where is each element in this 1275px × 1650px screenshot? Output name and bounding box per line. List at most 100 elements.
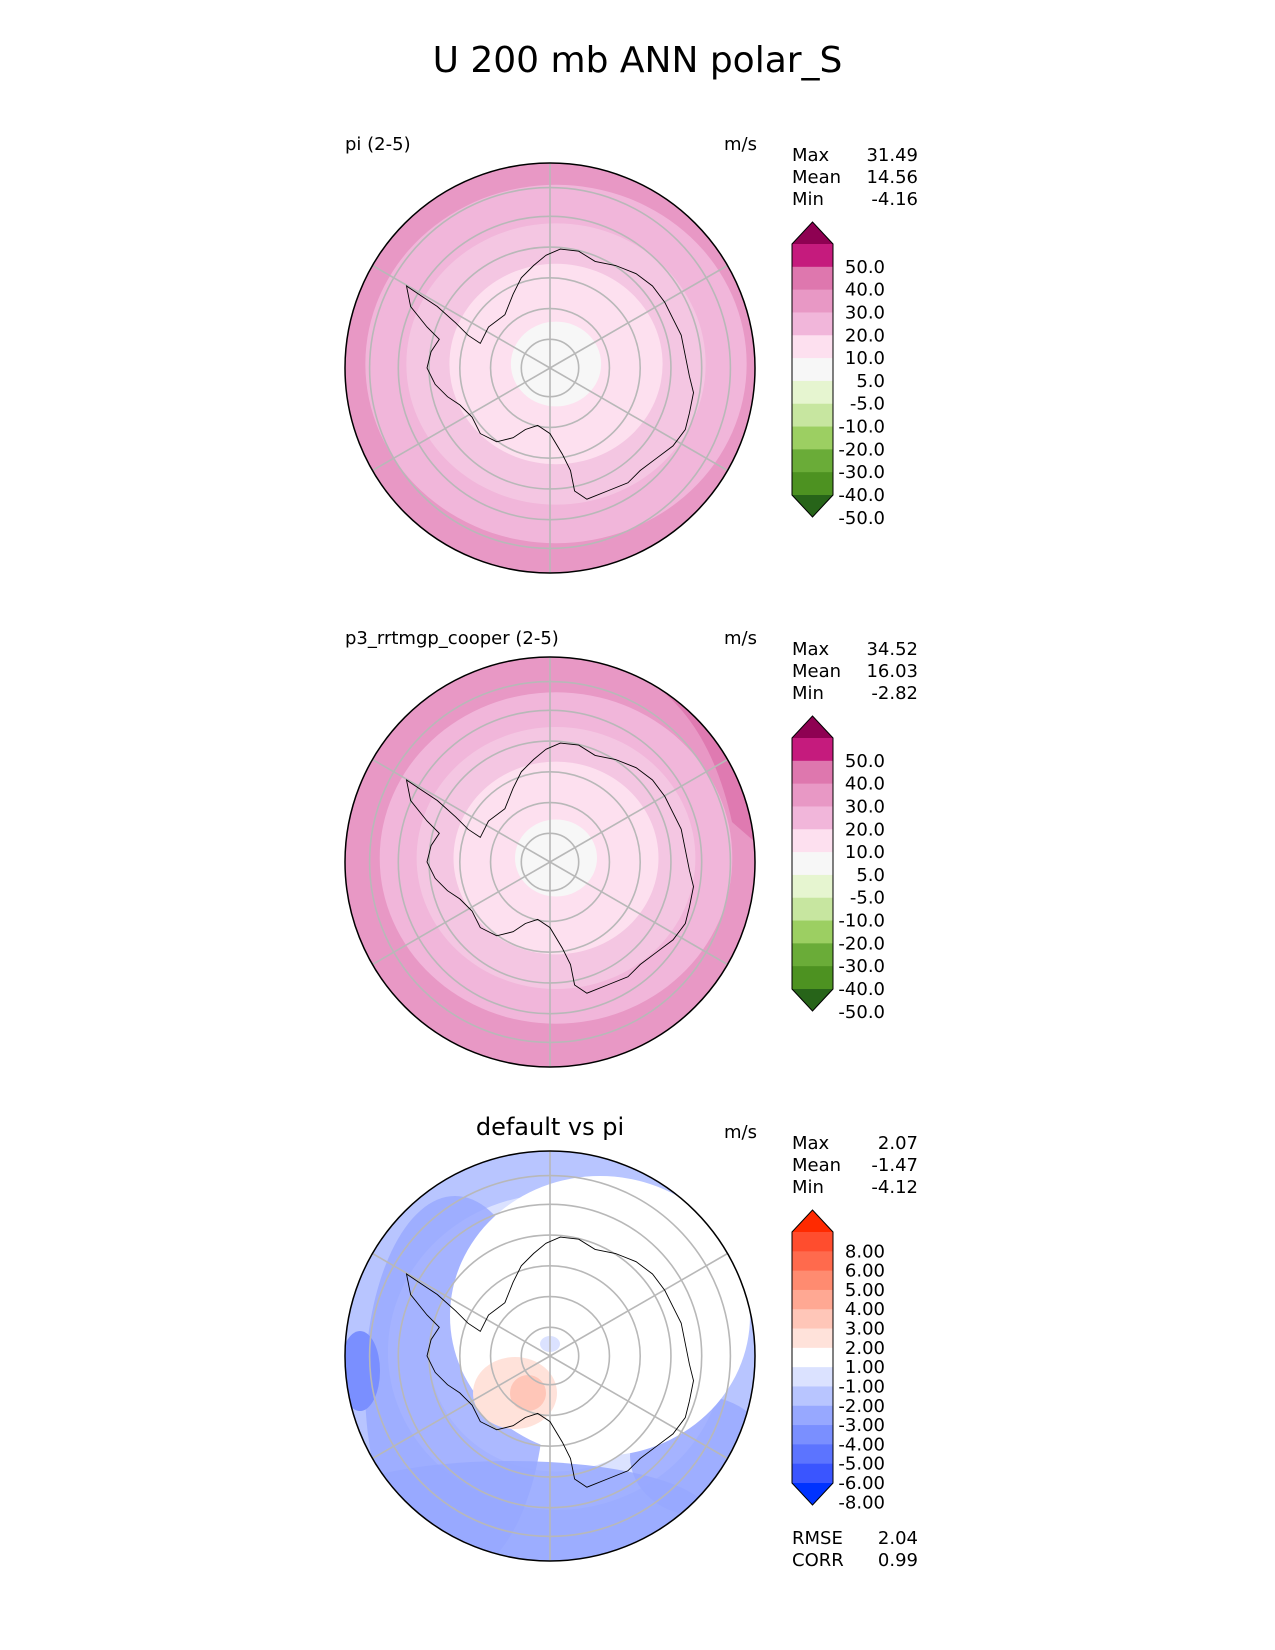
colorbar-segment: [792, 760, 833, 785]
contour-band: [650, 667, 755, 842]
map-border: [344, 1150, 756, 1562]
contour-band: [510, 1375, 546, 1411]
graticule: [368, 1151, 732, 1561]
stat-label: Mean: [792, 661, 841, 682]
colorbar-segment: [792, 403, 833, 428]
units-label: m/s: [724, 628, 757, 649]
graticule: [368, 163, 732, 573]
colorbar-tick-label: -3.00: [838, 1415, 885, 1436]
stat-label: Mean: [792, 1155, 841, 1176]
colorbar-tick-label: -30.0: [838, 462, 885, 483]
colorbar-extend-max: [792, 716, 833, 738]
colorbar-tick-label: -5.0: [850, 888, 885, 909]
colorbar-tick-label: 8.00: [845, 1241, 885, 1262]
stat-value: -1.47: [871, 1155, 918, 1176]
coastline: [405, 248, 694, 500]
colorbar-segment: [792, 738, 833, 762]
colorbar-tick-label: 5.00: [845, 1280, 885, 1301]
colorbar-segment: [792, 1328, 833, 1349]
colorbar-segment: [792, 1463, 833, 1484]
colorbar-extend-min: [792, 1483, 833, 1505]
stat-value: 2.04: [878, 1528, 918, 1549]
colorbar-segment: [792, 920, 833, 944]
units-label: m/s: [724, 134, 757, 155]
colorbar-tick-label: -2.00: [838, 1396, 885, 1417]
colorbar-tick-label: -5.0: [850, 394, 885, 415]
colorbar-tick-label: 20.0: [845, 819, 885, 840]
colorbar-tick-label: -5.00: [838, 1454, 885, 1475]
colorbar-tick-label: 3.00: [845, 1319, 885, 1340]
colorbar-segment: [792, 874, 833, 899]
stat-value: 31.49: [866, 145, 918, 166]
colorbar-extend-min: [792, 495, 833, 517]
colorbar-tick-label: 50.0: [845, 751, 885, 772]
stat-label: CORR: [792, 1550, 844, 1571]
meridian-line: [372, 367, 551, 472]
map-panel-1: pi (2-5) m/s Max 31.49 Mean 14.56 Min -4.16 50.0…: [344, 134, 918, 574]
colorbar-tick-label: -50.0: [838, 1002, 885, 1023]
colorbar-segment: [792, 829, 833, 853]
colorbar-tick-label: 30.0: [845, 796, 885, 817]
colorbar-tick-label: 10.0: [845, 348, 885, 369]
colorbar-segment: [792, 1270, 833, 1291]
colorbar-segment: [792, 1347, 833, 1368]
colorbar-outline: [791, 221, 834, 518]
colorbar-segment: [792, 852, 833, 876]
colorbar: 50.040.030.020.010.05.0-5.0-10.0-20.0-30…: [791, 715, 885, 1023]
meridian-line: [372, 861, 551, 966]
colorbar-tick-label: 50.0: [845, 257, 885, 278]
meridian-line: [549, 264, 728, 369]
meridian-line: [372, 264, 551, 369]
colorbar: 8.006.005.004.003.002.001.00-1.00-2.00-3…: [791, 1209, 885, 1513]
colorbar-segment: [792, 1444, 833, 1465]
colorbar-tick-label: 40.0: [845, 774, 885, 795]
panel-title: default vs pi: [476, 1113, 624, 1141]
map-border: [344, 656, 756, 1068]
colorbar-tick-label: -4.00: [838, 1434, 885, 1455]
colorbar-tick-label: -6.00: [838, 1473, 885, 1494]
stat-value: 0.99: [878, 1550, 918, 1571]
colorbar-segment: [792, 449, 833, 473]
colorbar-segment: [792, 1251, 833, 1272]
stat-value: 2.07: [878, 1133, 918, 1154]
colorbar-tick-label: 40.0: [845, 280, 885, 301]
stat-label: Min: [792, 1177, 824, 1198]
colorbar-segment: [792, 335, 833, 359]
map-panel-2: p3_rrtmgp_cooper (2-5) m/s Max 34.52 Mean 16.…: [344, 628, 918, 1068]
colorbar-segment: [792, 244, 833, 268]
colorbar-segment: [792, 783, 833, 807]
colorbar-segment: [792, 358, 833, 382]
colorbar-extend-max: [792, 222, 833, 244]
colorbar-outline: [791, 715, 834, 1012]
colorbar-tick-label: 30.0: [845, 302, 885, 323]
colorbar-segment: [792, 380, 833, 405]
colorbar-segment: [792, 943, 833, 967]
colorbar-tick-label: -30.0: [838, 956, 885, 977]
meridian-line: [372, 758, 551, 863]
stat-label: RMSE: [792, 1528, 843, 1549]
colorbar-segment: [792, 1309, 833, 1330]
colorbar-segment: [792, 289, 833, 313]
stat-value: -4.12: [871, 1177, 918, 1198]
colorbar-tick-label: -10.0: [838, 417, 885, 438]
colorbar-tick-label: -20.0: [838, 933, 885, 954]
colorbar-tick-label: 5.0: [856, 371, 885, 392]
figure-title: U 200 mb ANN polar_S: [432, 40, 843, 81]
colorbar-outline: [791, 1209, 834, 1506]
colorbar-segment: [792, 426, 833, 450]
colorbar-segment: [792, 1367, 833, 1387]
colorbar-tick-label: -50.0: [838, 508, 885, 529]
meridian-line: [549, 1355, 728, 1460]
colorbar: 50.040.030.020.010.05.0-5.0-10.0-20.0-30…: [791, 221, 885, 529]
colorbar-tick-label: 10.0: [845, 842, 885, 863]
graticule: [368, 657, 732, 1067]
stat-label: Max: [792, 639, 830, 660]
colorbar-tick-label: 6.00: [845, 1261, 885, 1282]
stat-value: 14.56: [866, 167, 918, 188]
colorbar-segment: [792, 1386, 833, 1407]
colorbar-segment: [792, 472, 833, 496]
colorbar-tick-label: -8.00: [838, 1492, 885, 1513]
map-panel-3: default vs pi m/s Max 2.07 Mean -1.47 Min -4.12…: [344, 1113, 918, 1571]
colorbar-tick-label: -10.0: [838, 911, 885, 932]
